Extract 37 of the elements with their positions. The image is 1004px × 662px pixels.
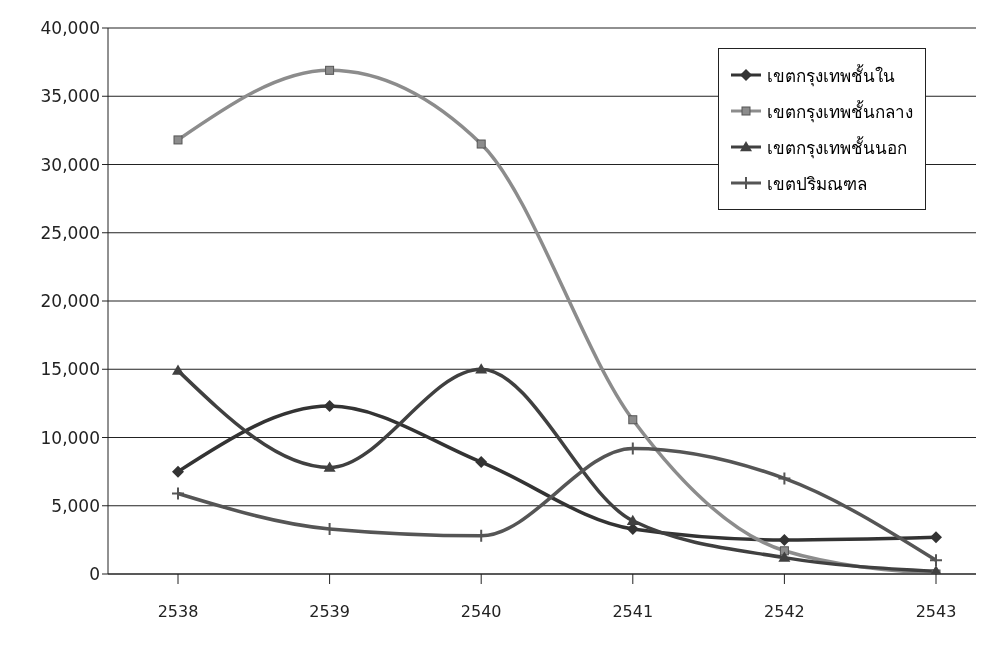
x-tick-label: 2542 <box>764 602 805 622</box>
y-tick-label: 5,000 <box>51 495 100 516</box>
legend-label: เขตกรุงเทพชั้นนอก <box>767 135 907 161</box>
point <box>626 514 639 525</box>
point <box>777 471 792 486</box>
point <box>475 456 488 469</box>
x-tick-label: 2538 <box>157 602 199 622</box>
point <box>628 415 638 425</box>
point <box>476 139 486 149</box>
point <box>172 465 184 478</box>
x-tick-label: 2539 <box>309 602 350 622</box>
point <box>173 135 183 145</box>
point <box>778 551 791 562</box>
legend-label: เขตกรุงเทพชั้นใน <box>767 63 895 89</box>
y-tick-label: 30,000 <box>40 154 100 175</box>
point <box>325 65 335 75</box>
y-tick-label: 20,000 <box>40 291 100 312</box>
point <box>929 553 943 568</box>
point <box>475 363 488 374</box>
x-tick-label: 2540 <box>460 602 502 622</box>
point <box>779 546 789 556</box>
y-tick-label: 35,000 <box>40 86 100 107</box>
legend-label: เขตกรุงเทพชั้นกลาง <box>767 99 913 125</box>
legend-label: เขตปริมณฑล <box>767 172 867 196</box>
y-tick-label: 10,000 <box>40 427 100 448</box>
point <box>930 531 942 544</box>
x-tick-label: 2541 <box>612 602 654 622</box>
y-tick-label: 40,000 <box>40 18 100 39</box>
y-tick-label: 25,000 <box>40 222 100 243</box>
y-tick-label: 15,000 <box>40 359 100 380</box>
y-tick-label: 0 <box>89 564 100 585</box>
point <box>172 364 184 375</box>
point <box>323 400 336 413</box>
x-tick-label: 2543 <box>915 602 957 622</box>
point <box>930 565 942 574</box>
point <box>171 486 185 501</box>
point <box>323 461 336 472</box>
